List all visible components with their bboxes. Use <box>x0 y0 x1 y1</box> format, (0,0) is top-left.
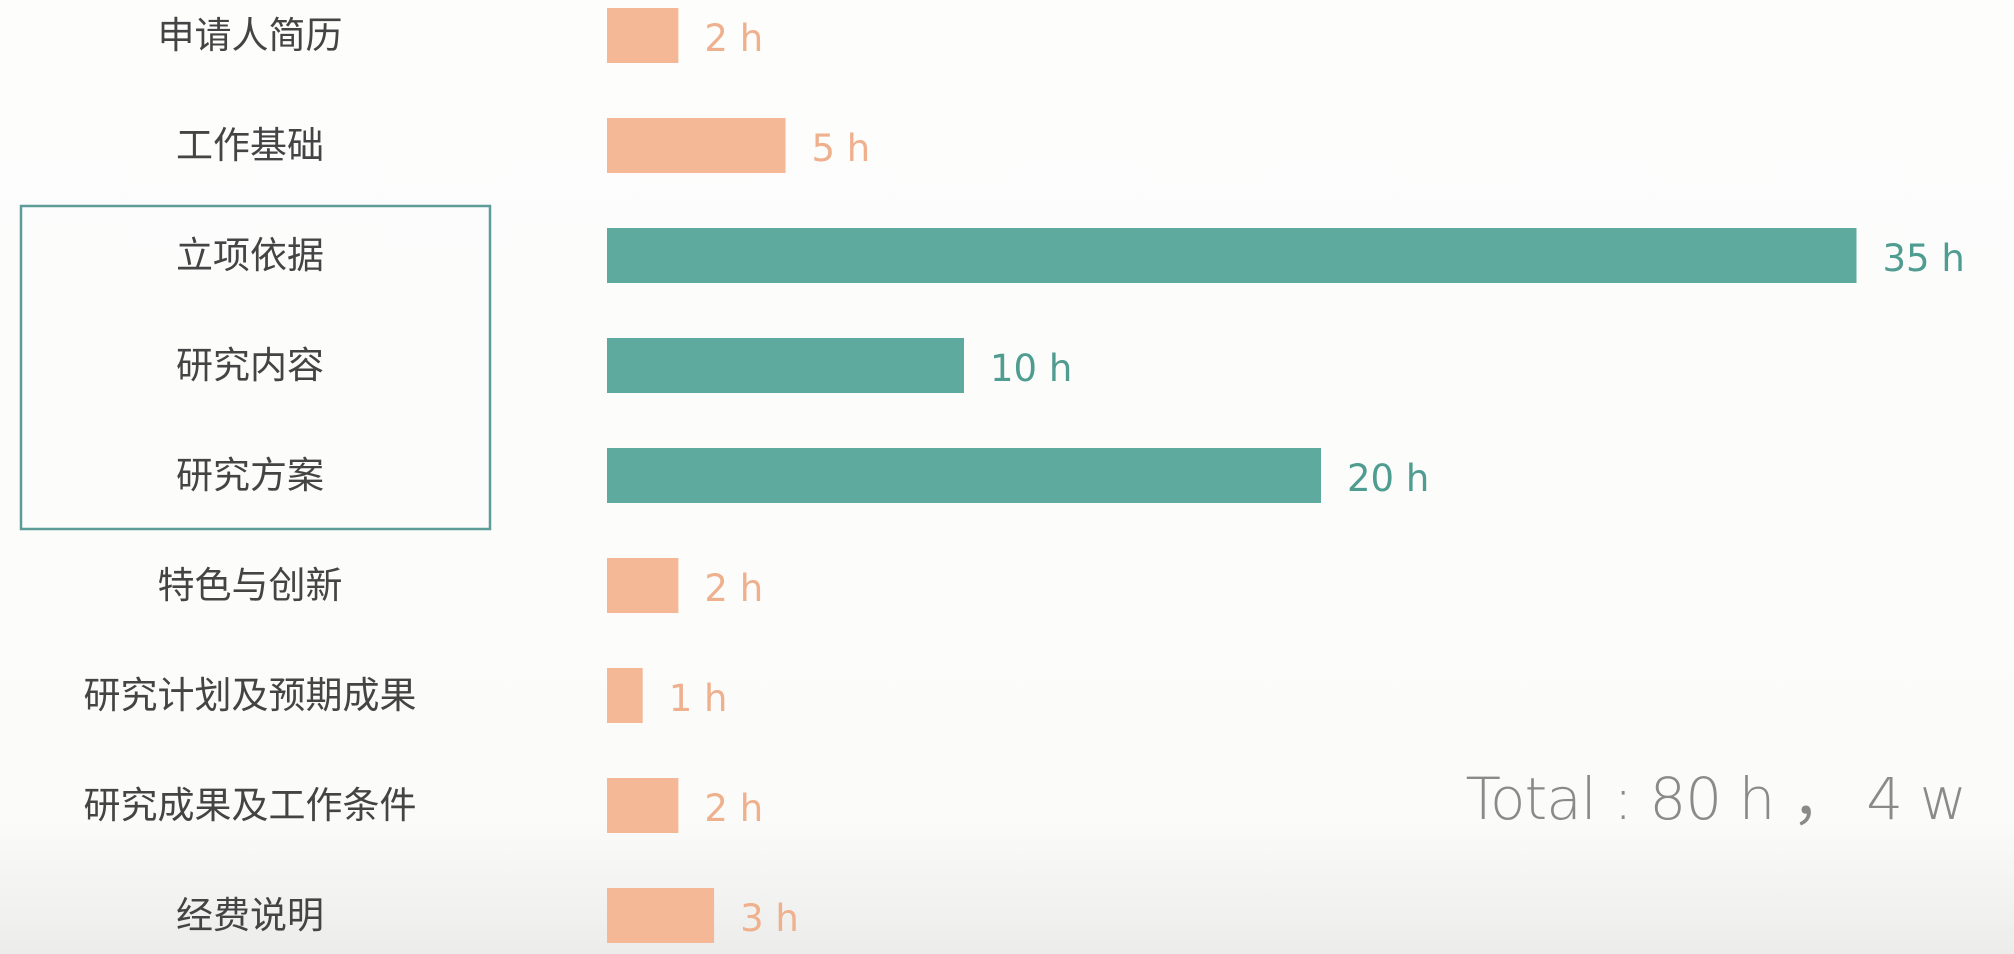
value-label: 20 h <box>1347 457 1429 500</box>
category-label: 研究计划及预期成果 <box>84 674 417 717</box>
category-labels: 申请人简历工作基础立项依据研究内容研究方案特色与创新研究计划及预期成果研究成果及… <box>84 14 417 937</box>
bar <box>607 448 1321 503</box>
category-label: 经费说明 <box>176 894 324 937</box>
value-label: 1 h <box>669 677 728 720</box>
total-summary: Total : 80 h ， 4 w <box>1465 765 1967 833</box>
category-label: 研究成果及工作条件 <box>84 784 417 827</box>
value-label: 3 h <box>740 897 799 940</box>
category-label: 申请人简历 <box>158 14 343 57</box>
bar <box>607 8 679 63</box>
bar <box>607 888 715 943</box>
category-label: 立项依据 <box>176 234 324 277</box>
value-label: 2 h <box>704 787 763 830</box>
highlight-layer <box>19 204 492 531</box>
bar <box>607 778 679 833</box>
value-label: 35 h <box>1883 237 1965 280</box>
bars <box>607 8 1857 943</box>
category-label: 工作基础 <box>176 124 324 167</box>
category-label: 研究方案 <box>176 454 324 497</box>
value-labels: 2 h 5 h 35 h 10 h 20 h 2 h 1 h 2 h 3 h <box>669 17 1965 940</box>
bar <box>607 228 1857 283</box>
highlight-box <box>19 204 492 531</box>
value-label: 10 h <box>990 347 1072 390</box>
bar <box>607 558 679 613</box>
value-label: 2 h <box>704 567 763 610</box>
value-label: 5 h <box>812 127 871 170</box>
category-label: 研究内容 <box>176 344 324 387</box>
bar <box>607 338 964 393</box>
bar <box>607 118 786 173</box>
category-label: 特色与创新 <box>158 564 343 607</box>
bar <box>607 668 643 723</box>
value-label: 2 h <box>704 17 763 60</box>
